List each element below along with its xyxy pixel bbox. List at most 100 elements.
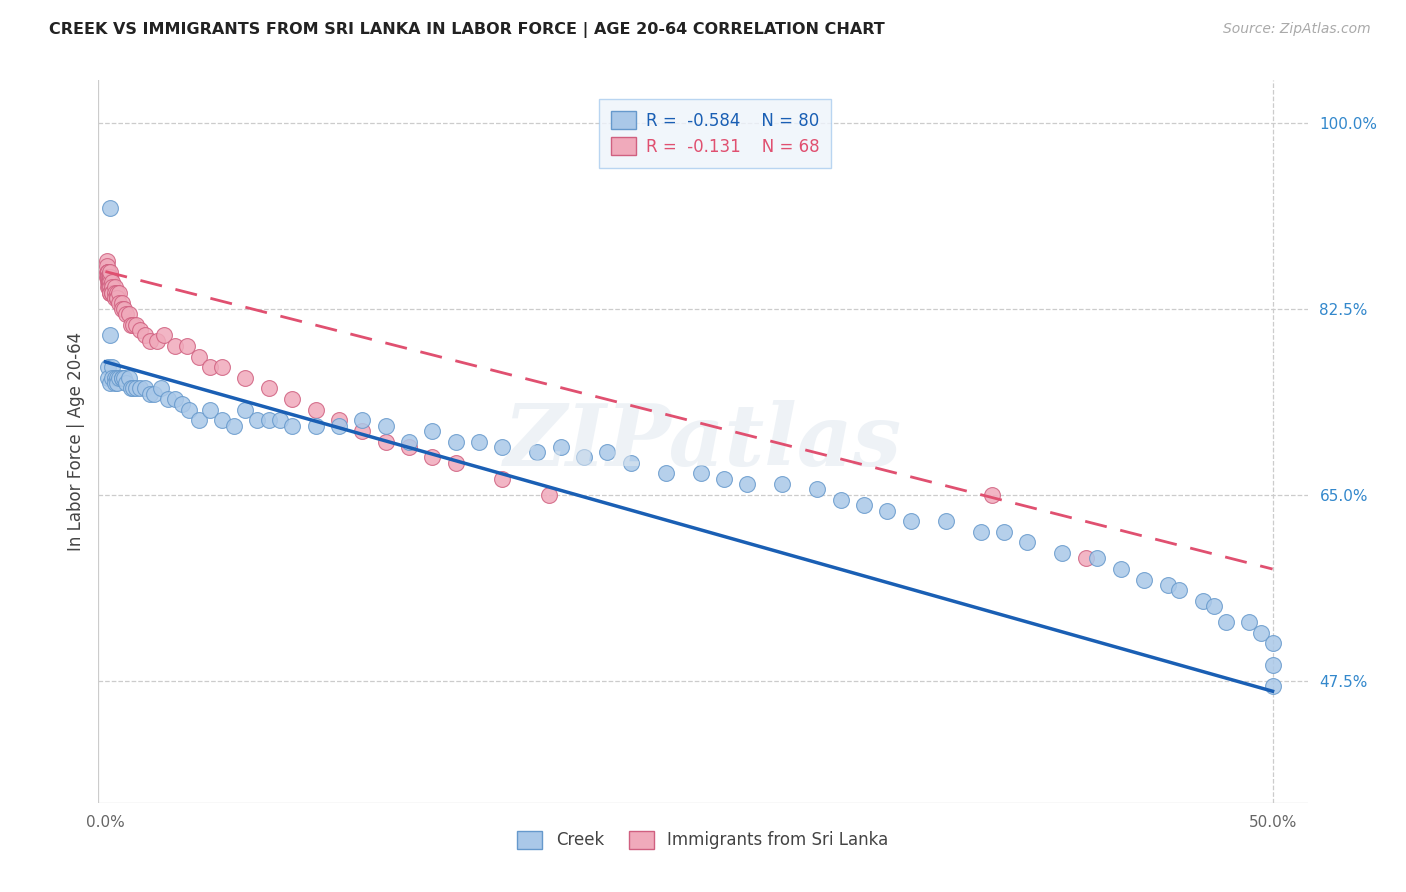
Point <box>737 477 759 491</box>
Point <box>830 493 852 508</box>
Point <box>165 392 187 406</box>
Point <box>269 413 291 427</box>
Point <box>101 285 124 300</box>
Point <box>108 371 131 385</box>
Point <box>970 524 993 539</box>
Point <box>98 275 121 289</box>
Point <box>420 450 443 465</box>
Point <box>981 488 1004 502</box>
Point <box>1261 636 1284 650</box>
Point <box>97 280 120 294</box>
Point <box>713 472 735 486</box>
Point <box>491 440 513 454</box>
Point <box>108 285 131 300</box>
Point <box>304 418 326 433</box>
Point <box>112 371 135 385</box>
Point <box>1204 599 1226 614</box>
Point <box>257 381 280 395</box>
Point <box>118 307 141 321</box>
Point <box>1261 679 1284 693</box>
Point <box>129 381 152 395</box>
Point <box>689 467 711 481</box>
Point <box>152 328 174 343</box>
Point <box>1237 615 1260 630</box>
Point <box>1074 551 1097 566</box>
Point <box>96 259 118 273</box>
Point <box>98 269 121 284</box>
Point <box>806 483 828 497</box>
Point <box>98 285 121 300</box>
Point <box>1087 551 1109 566</box>
Point <box>398 434 420 449</box>
Point <box>98 280 121 294</box>
Point <box>129 323 152 337</box>
Point <box>97 264 120 278</box>
Point <box>104 291 127 305</box>
Point <box>98 264 121 278</box>
Point <box>120 381 142 395</box>
Point <box>98 280 121 294</box>
Point <box>1191 594 1213 608</box>
Point <box>468 434 491 449</box>
Point <box>935 514 957 528</box>
Point <box>900 514 922 528</box>
Point <box>97 269 120 284</box>
Point <box>105 291 128 305</box>
Point <box>328 413 350 427</box>
Text: Source: ZipAtlas.com: Source: ZipAtlas.com <box>1223 22 1371 37</box>
Point <box>1017 535 1039 549</box>
Point <box>374 418 396 433</box>
Point <box>572 450 595 465</box>
Point <box>104 376 127 390</box>
Point <box>211 360 233 375</box>
Point <box>1109 562 1132 576</box>
Point <box>97 275 120 289</box>
Point <box>1261 657 1284 672</box>
Point <box>97 264 120 278</box>
Point <box>115 307 138 321</box>
Point <box>118 371 141 385</box>
Point <box>111 301 134 316</box>
Point <box>101 280 124 294</box>
Point <box>200 402 222 417</box>
Text: ZIPatlas: ZIPatlas <box>503 400 903 483</box>
Point <box>104 285 127 300</box>
Point <box>139 386 162 401</box>
Point <box>97 269 120 284</box>
Point <box>98 376 121 390</box>
Point <box>105 376 128 390</box>
Point <box>150 381 173 395</box>
Point <box>172 397 194 411</box>
Point <box>374 434 396 449</box>
Point <box>157 392 180 406</box>
Text: CREEK VS IMMIGRANTS FROM SRI LANKA IN LABOR FORCE | AGE 20-64 CORRELATION CHART: CREEK VS IMMIGRANTS FROM SRI LANKA IN LA… <box>49 22 884 38</box>
Point <box>97 371 120 385</box>
Point <box>620 456 643 470</box>
Point <box>98 328 121 343</box>
Point <box>134 381 156 395</box>
Point <box>97 269 120 284</box>
Point <box>1052 546 1074 560</box>
Point <box>97 360 120 375</box>
Point <box>143 386 166 401</box>
Point <box>304 402 326 417</box>
Point <box>200 360 222 375</box>
Point <box>491 472 513 486</box>
Point <box>444 456 467 470</box>
Point <box>876 503 898 517</box>
Point <box>1215 615 1237 630</box>
Point <box>281 418 304 433</box>
Point <box>146 334 169 348</box>
Point <box>105 371 128 385</box>
Point <box>1168 583 1191 598</box>
Point <box>179 402 201 417</box>
Point <box>176 339 198 353</box>
Point <box>97 269 120 284</box>
Point <box>328 418 350 433</box>
Point <box>187 350 209 364</box>
Point <box>105 291 128 305</box>
Point <box>246 413 269 427</box>
Point <box>111 371 134 385</box>
Point <box>125 318 148 332</box>
Point <box>550 440 572 454</box>
